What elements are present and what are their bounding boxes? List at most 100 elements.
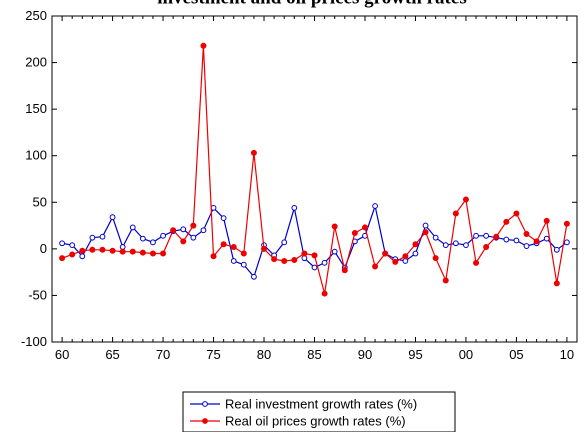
y-tick-label: 50 [33,194,47,209]
legend-swatch-marker [202,401,208,407]
data-point [180,238,187,245]
y-tick-label: -100 [21,334,47,349]
data-point [483,243,490,250]
data-point [89,246,96,253]
data-point [452,210,459,217]
data-point [190,222,197,229]
data-point [109,214,116,221]
x-tick-label: 75 [206,347,220,362]
data-point [190,234,197,241]
data-point [129,248,136,255]
data-point [422,222,429,229]
legend: Real investment growth rates (%) Real oil… [182,391,456,432]
data-point [412,241,419,248]
data-point [331,248,338,255]
data-point [372,263,379,270]
legend-box [182,391,456,432]
data-point [99,246,106,253]
data-point [291,204,298,211]
x-tick-label: 05 [509,347,523,362]
data-point [341,267,348,274]
data-point [372,203,378,209]
data-point [301,250,308,257]
data-point [200,42,207,49]
data-point [473,232,479,239]
x-tick-label: 85 [307,347,321,362]
legend-label: Real oil prices growth rates (%) [225,414,406,429]
data-point [291,257,298,264]
chart-title: investment and oil prices growth rates [157,0,466,8]
y-tick-label: 250 [25,8,47,23]
data-point [523,243,530,249]
data-point [432,234,439,241]
data-point [180,226,187,233]
y-tick-label: 0 [40,241,47,256]
data-point [149,250,156,257]
data-point [392,258,399,265]
y-tick-label: -50 [28,287,47,302]
data-point [271,256,278,263]
data-point [483,232,490,239]
data-point [321,290,328,297]
data-point [533,238,540,245]
data-point [59,255,66,262]
data-point [220,241,227,248]
data-point [230,243,237,250]
x-tick-label: 00 [459,347,473,362]
series-1 [59,42,570,297]
x-tick-label: 10 [560,347,574,362]
data-point [139,249,146,256]
data-point [553,280,560,287]
data-point [543,217,550,224]
x-tick-label: 80 [257,347,271,362]
data-point [261,245,268,252]
data-point [210,204,217,211]
x-tick-label: 95 [408,347,422,362]
data-point [493,233,500,240]
data-point [543,235,550,242]
series-0 [59,203,570,280]
data-point [240,261,247,268]
data-point [523,230,530,237]
data-point [99,233,106,240]
data-point [69,242,76,249]
data-point [462,196,469,203]
data-point [139,235,146,242]
data-point [402,253,409,260]
data-point [553,246,560,253]
data-point [473,259,480,266]
x-tick-label: 60 [55,347,69,362]
data-point [432,255,439,262]
data-point [503,236,510,243]
data-point [442,277,449,284]
data-point [351,230,358,237]
data-point [150,239,156,246]
data-point [230,258,237,264]
data-point [129,224,136,231]
y-tick-label: 150 [25,101,47,116]
data-point [331,223,338,230]
data-point [412,250,419,257]
legend-label: Real investment growth rates (%) [225,397,417,412]
y-tick-label: 100 [25,148,47,163]
data-point [321,259,328,266]
data-point [160,232,166,239]
data-point [311,252,318,259]
data-point [200,227,207,234]
data-point [463,242,469,249]
data-point [119,248,126,255]
data-point [452,240,459,247]
x-tick-label: 90 [358,347,372,362]
legend-swatch-marker [202,418,208,424]
data-point [210,253,217,260]
data-point [361,224,368,231]
data-point [513,237,520,244]
data-point [69,251,76,258]
data-point [89,234,96,241]
data-point [160,250,167,257]
data-point [563,220,570,227]
x-tick-label: 65 [105,347,119,362]
data-point [281,257,288,264]
